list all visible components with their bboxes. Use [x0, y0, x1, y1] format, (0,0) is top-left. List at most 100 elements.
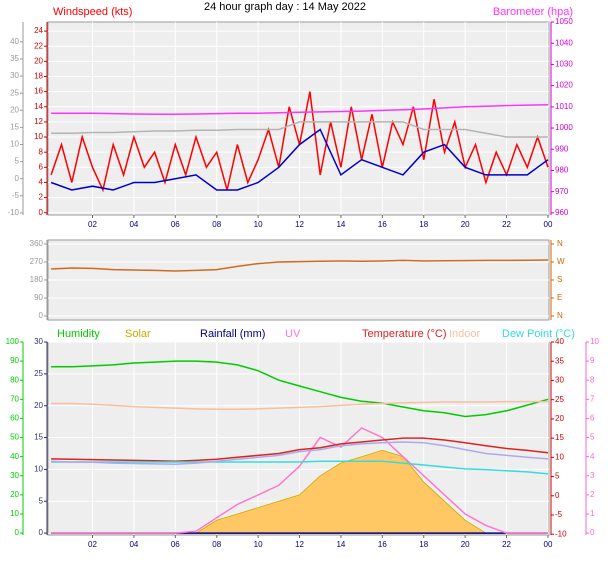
y-tick-label: 1 — [590, 509, 595, 518]
y-tick-label: 0 — [39, 208, 44, 217]
y-tick-label: 90 — [10, 356, 19, 365]
y-tick-label: 0 — [39, 311, 44, 320]
x-tick-label: 22 — [502, 220, 511, 229]
y-tick-label: 8 — [39, 147, 44, 156]
y-tick-label: 10 — [10, 509, 19, 518]
y-tick-label: 960 — [555, 208, 569, 217]
y-tick-label: 5 — [15, 157, 20, 166]
y-tick-label: 20 — [34, 401, 43, 410]
y-tick-label: 10 — [34, 132, 43, 141]
y-tick-label: 6 — [39, 162, 44, 171]
page-title: 24 hour graph day : 14 May 2022 — [204, 1, 366, 13]
y-tick-label: 180 — [30, 275, 44, 284]
y-tick-label: 10 — [34, 465, 43, 474]
y-tick-label: 25 — [555, 395, 564, 404]
y-tick-label: 20 — [10, 490, 19, 499]
y-tick-label: 25 — [10, 88, 19, 97]
y-tick-label: 9 — [590, 356, 595, 365]
x-tick-label: 06 — [171, 540, 180, 549]
y-tick-label: 40 — [10, 452, 19, 461]
y-tick-label: 24 — [34, 26, 43, 35]
y-tick-label: 35 — [10, 54, 19, 63]
y-tick-label: 5 — [555, 472, 560, 481]
line — [51, 259, 549, 272]
line — [51, 441, 549, 466]
x-tick-label: 12 — [295, 220, 304, 229]
y-tick-label: 22 — [34, 41, 43, 50]
line — [51, 121, 548, 138]
y-tick-label: 6 — [590, 414, 595, 423]
y-tick-label: N — [557, 311, 563, 320]
y-tick-label: E — [557, 293, 562, 302]
y-tick-label: -10 — [555, 529, 567, 538]
line — [51, 360, 549, 418]
y-tick-label: 50 — [10, 433, 19, 442]
y-tick-label: W — [557, 257, 565, 266]
line — [51, 103, 549, 116]
y-tick-label: 10 — [10, 140, 19, 149]
y-tick-label: 10 — [590, 337, 599, 346]
y-tick-label: 4 — [39, 178, 44, 187]
line — [51, 400, 548, 411]
y-tick-label: 35 — [555, 356, 564, 365]
y-tick-label: 30 — [10, 471, 19, 480]
y-tick-label: 20 — [34, 56, 43, 65]
x-tick-label: 14 — [336, 540, 345, 549]
y-tick-label: N — [557, 239, 563, 248]
x-tick-label: 12 — [295, 540, 304, 549]
x-tick-label: 14 — [336, 220, 345, 229]
y-tick-label: 30 — [34, 337, 43, 346]
y-tick-label: 0 — [15, 528, 20, 537]
x-tick-label: 16 — [378, 220, 387, 229]
y-tick-label: 16 — [34, 87, 43, 96]
y-tick-label: 40 — [10, 37, 19, 46]
y-tick-label: 1000 — [555, 123, 573, 132]
y-tick-label: 15 — [555, 433, 564, 442]
y-tick-label: 990 — [555, 144, 569, 153]
y-tick-label: 20 — [10, 105, 19, 114]
y-tick-label: -10 — [7, 208, 19, 217]
y-tick-label: 20 — [555, 414, 564, 423]
x-tick-label: 00 — [544, 220, 553, 229]
y-tick-label: 2 — [39, 193, 44, 202]
x-tick-label: 08 — [212, 540, 221, 549]
y-tick-label: -5 — [555, 510, 563, 519]
y-tick-label: 1040 — [555, 38, 573, 47]
x-tick-label: 04 — [129, 220, 138, 229]
y-tick-label: 90 — [34, 293, 43, 302]
x-tick-label: 22 — [502, 540, 511, 549]
y-tick-label: S — [557, 275, 562, 284]
legend-label: Windspeed (kts) — [53, 6, 132, 18]
legend-label: Dew Point (°C) — [502, 328, 575, 340]
y-tick-label: 5 — [590, 433, 595, 442]
y-tick-label: 1050 — [555, 17, 573, 26]
x-tick-label: 10 — [254, 540, 263, 549]
y-tick-label: 15 — [34, 433, 43, 442]
y-tick-label: 1030 — [555, 60, 573, 69]
y-tick-label: 18 — [34, 72, 43, 81]
y-tick-label: 0 — [15, 174, 20, 183]
y-tick-label: 70 — [10, 394, 19, 403]
x-tick-label: 20 — [461, 540, 470, 549]
y-tick-label: 0 — [590, 528, 595, 537]
x-tick-label: 10 — [254, 220, 263, 229]
x-tick-label: 20 — [461, 220, 470, 229]
x-tick-label: 08 — [212, 220, 221, 229]
y-tick-label: 0 — [555, 491, 560, 500]
y-tick-label: 8 — [590, 375, 595, 384]
x-tick-label: 02 — [88, 540, 97, 549]
y-tick-label: 12 — [34, 117, 43, 126]
y-tick-label: 5 — [39, 496, 44, 505]
legend-label: Humidity — [57, 328, 100, 340]
line — [51, 427, 548, 534]
legend-label: Solar — [125, 328, 151, 340]
x-tick-label: 06 — [171, 220, 180, 229]
y-tick-label: 25 — [34, 369, 43, 378]
legend-label: Indoor — [449, 328, 481, 340]
y-tick-label: 1010 — [555, 102, 573, 111]
y-tick-label: 30 — [10, 71, 19, 80]
y-tick-label: 270 — [30, 257, 44, 266]
x-tick-label: 02 — [88, 220, 97, 229]
legend-label: Rainfall (mm) — [200, 328, 265, 340]
